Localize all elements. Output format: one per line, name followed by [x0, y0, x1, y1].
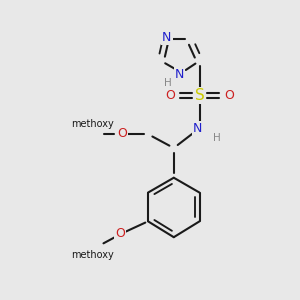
Text: H: H	[214, 133, 221, 143]
Text: N: N	[162, 31, 172, 44]
Text: N: N	[193, 122, 202, 135]
Text: O: O	[224, 89, 234, 102]
Text: H: H	[164, 78, 172, 88]
Text: methoxy: methoxy	[71, 119, 114, 129]
Text: O: O	[117, 127, 127, 140]
Text: O: O	[165, 89, 175, 102]
Text: O: O	[115, 227, 125, 240]
Text: S: S	[195, 88, 204, 103]
Text: methoxy: methoxy	[71, 250, 114, 260]
Text: N: N	[175, 68, 184, 81]
